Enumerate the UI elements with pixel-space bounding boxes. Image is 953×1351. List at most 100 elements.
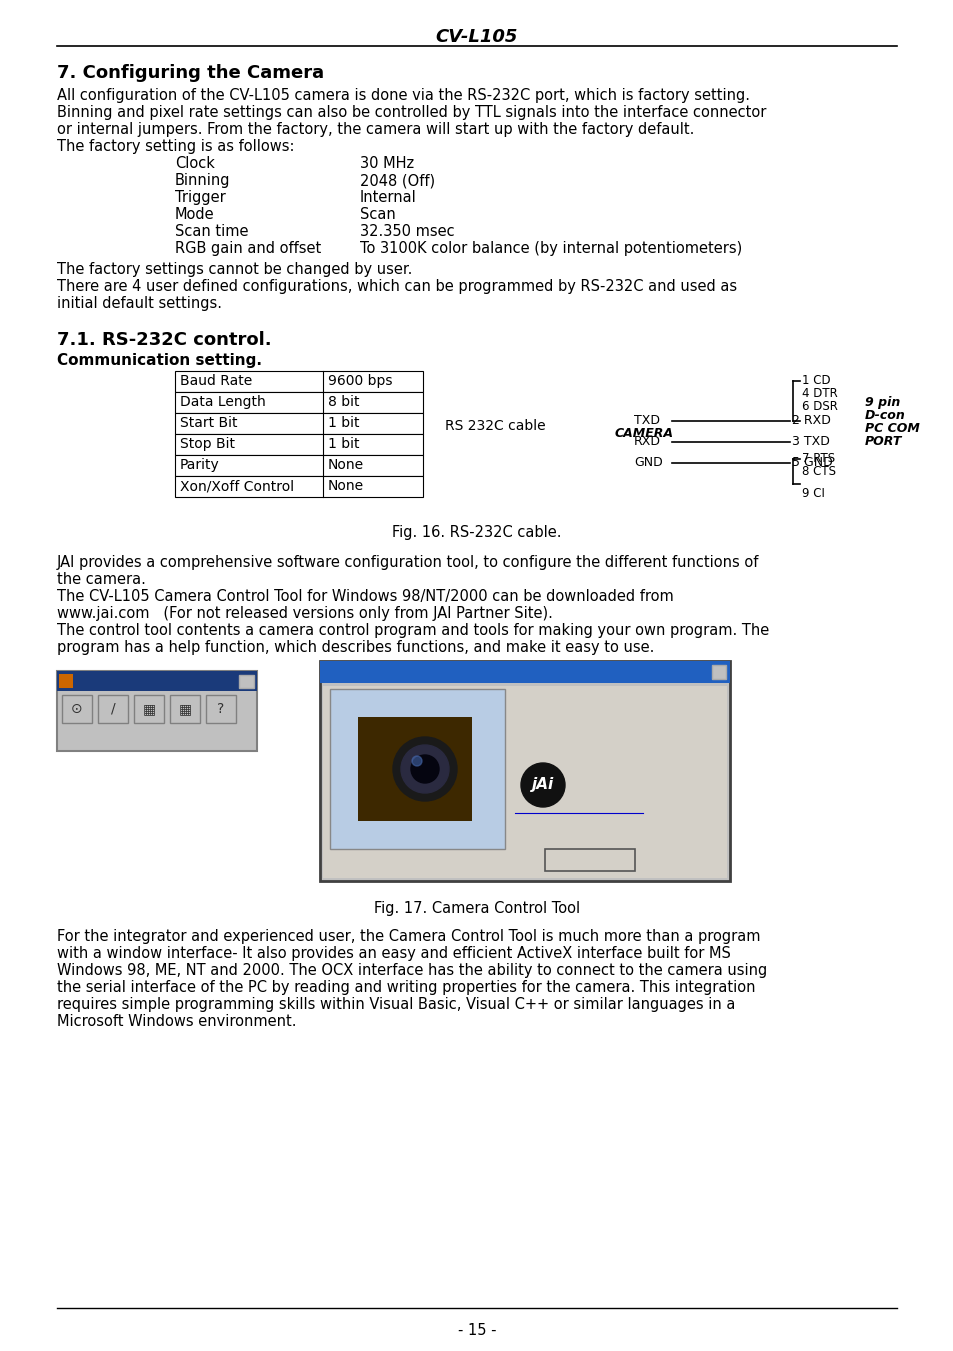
- Text: None: None: [328, 458, 364, 471]
- Text: 2 RXD: 2 RXD: [791, 413, 830, 427]
- Bar: [174, 476, 422, 497]
- Bar: [60, 693, 253, 748]
- Text: /: /: [111, 703, 115, 716]
- Text: ?: ?: [217, 703, 224, 716]
- Text: Start Bit: Start Bit: [180, 416, 237, 430]
- Text: Clock: Clock: [174, 155, 214, 172]
- Text: - 15 -: - 15 -: [457, 1323, 496, 1337]
- Text: 7 RTS: 7 RTS: [801, 453, 834, 465]
- Bar: [330, 689, 504, 848]
- Text: 7.1. RS-232C control.: 7.1. RS-232C control.: [57, 331, 272, 349]
- Text: j: j: [61, 674, 65, 684]
- Text: 5 GND: 5 GND: [791, 457, 832, 469]
- Text: None: None: [328, 480, 364, 493]
- Text: X: X: [242, 674, 250, 684]
- Text: For the integrator and experienced user, the Camera Control Tool is much more th: For the integrator and experienced user,…: [57, 929, 760, 944]
- Text: Scan time: Scan time: [174, 224, 248, 239]
- Text: 8 CTS: 8 CTS: [801, 465, 835, 478]
- Bar: [170, 694, 200, 723]
- Text: program has a help function, which describes functions, and make it easy to use.: program has a help function, which descr…: [57, 640, 654, 655]
- Text: requires simple programming skills within Visual Basic, Visual C++ or similar la: requires simple programming skills withi…: [57, 997, 735, 1012]
- Text: D-con: D-con: [864, 409, 904, 422]
- Text: Stop Bit: Stop Bit: [180, 436, 234, 451]
- Bar: [239, 676, 253, 688]
- Text: Xon/Xoff Control: Xon/Xoff Control: [180, 480, 294, 493]
- Text: ▦: ▦: [178, 703, 192, 716]
- Text: 1 bit: 1 bit: [328, 436, 359, 451]
- Text: GND: GND: [634, 457, 662, 469]
- Text: Binning and pixel rate settings can also be controlled by TTL signals into the i: Binning and pixel rate settings can also…: [57, 105, 765, 120]
- Text: or internal jumpers. From the factory, the camera will start up with the factory: or internal jumpers. From the factory, t…: [57, 122, 694, 136]
- Text: CV-L105: CV-L105: [75, 673, 126, 684]
- Text: 30 MHz: 30 MHz: [359, 155, 414, 172]
- Bar: [174, 413, 422, 434]
- Text: with a window interface- It also provides an easy and efficient ActiveX interfac: with a window interface- It also provide…: [57, 946, 730, 961]
- Bar: [62, 694, 91, 723]
- Text: JAI provides a comprehensive software configuration tool, to configure the diffe: JAI provides a comprehensive software co…: [57, 555, 759, 570]
- Text: PC COM: PC COM: [864, 422, 919, 435]
- Text: Copyright (C) 2002: Copyright (C) 2002: [515, 740, 641, 754]
- Bar: [206, 694, 235, 723]
- Circle shape: [412, 757, 421, 766]
- Bar: [711, 665, 725, 680]
- Bar: [98, 694, 128, 723]
- Text: ⊙: ⊙: [71, 703, 83, 716]
- Text: http://www.jai.com: http://www.jai.com: [515, 802, 632, 816]
- Text: Internal: Internal: [359, 190, 416, 205]
- Text: Data Length: Data Length: [180, 394, 266, 409]
- Text: TXD: TXD: [634, 413, 659, 427]
- Text: The control tool contents a camera control program and tools for making your own: The control tool contents a camera contr…: [57, 623, 768, 638]
- Bar: [174, 455, 422, 476]
- Text: 9 pin: 9 pin: [864, 396, 900, 409]
- Text: CAMERA: CAMERA: [615, 427, 673, 440]
- Text: 4 DTR: 4 DTR: [801, 386, 837, 400]
- Circle shape: [411, 755, 438, 784]
- Text: Fig. 17. Camera Control Tool: Fig. 17. Camera Control Tool: [374, 901, 579, 916]
- Bar: [133, 694, 164, 723]
- Text: PORT: PORT: [864, 435, 902, 449]
- Bar: [57, 671, 256, 690]
- Text: 7. Configuring the Camera: 7. Configuring the Camera: [57, 63, 324, 82]
- Text: RS 232C cable: RS 232C cable: [444, 419, 545, 434]
- Text: All configuration of the CV-L105 camera is done via the RS-232C port, which is f: All configuration of the CV-L105 camera …: [57, 88, 749, 103]
- Circle shape: [393, 738, 456, 801]
- Text: RGB gain and offset: RGB gain and offset: [174, 240, 321, 255]
- Text: The CV-L105 Camera Control Tool for Windows 98/NT/2000 can be downloaded from: The CV-L105 Camera Control Tool for Wind…: [57, 589, 673, 604]
- Text: 3 TXD: 3 TXD: [791, 435, 829, 449]
- Text: Online Help: Online Help: [553, 852, 626, 865]
- Text: jAi: jAi: [532, 777, 554, 793]
- Text: Mode: Mode: [174, 207, 214, 222]
- Text: 9 CI: 9 CI: [801, 486, 824, 500]
- Text: Binning: Binning: [174, 173, 231, 188]
- Circle shape: [520, 763, 564, 807]
- Text: Baud Rate: Baud Rate: [180, 374, 252, 388]
- Bar: [57, 671, 256, 751]
- Text: Version 1.0: Version 1.0: [515, 725, 589, 739]
- Bar: [59, 674, 73, 688]
- Text: CV-L105: CV-L105: [515, 693, 572, 707]
- Text: · Camera Control Tool: · Camera Control Tool: [515, 708, 658, 721]
- Bar: [174, 434, 422, 455]
- Text: Windows 98, ME, NT and 2000. The OCX interface has the ability to connect to the: Windows 98, ME, NT and 2000. The OCX int…: [57, 963, 766, 978]
- Text: 9600 bps: 9600 bps: [328, 374, 392, 388]
- Bar: [174, 392, 422, 413]
- Text: 2048 (Off): 2048 (Off): [359, 173, 435, 188]
- Text: the camera.: the camera.: [57, 571, 146, 586]
- Bar: [319, 661, 729, 684]
- Text: Fig. 16. RS-232C cable.: Fig. 16. RS-232C cable.: [392, 526, 561, 540]
- Bar: [323, 686, 726, 878]
- Text: Trigger: Trigger: [174, 190, 226, 205]
- Text: Communication setting.: Communication setting.: [57, 353, 262, 367]
- Bar: [544, 848, 635, 871]
- Text: The factory settings cannot be changed by user.: The factory settings cannot be changed b…: [57, 262, 412, 277]
- Text: CV-L105: CV-L105: [436, 28, 517, 46]
- FancyBboxPatch shape: [357, 717, 472, 821]
- Text: About: About: [326, 663, 362, 677]
- Text: 32.350 msec: 32.350 msec: [359, 224, 455, 239]
- Text: To 3100K color balance (by internal potentiometers): To 3100K color balance (by internal pote…: [359, 240, 741, 255]
- Text: 6 DSR: 6 DSR: [801, 400, 837, 413]
- Text: There are 4 user defined configurations, which can be programmed by RS-232C and : There are 4 user defined configurations,…: [57, 280, 737, 295]
- Circle shape: [400, 744, 449, 793]
- Text: X: X: [715, 663, 722, 674]
- Text: Microsoft Windows environment.: Microsoft Windows environment.: [57, 1015, 296, 1029]
